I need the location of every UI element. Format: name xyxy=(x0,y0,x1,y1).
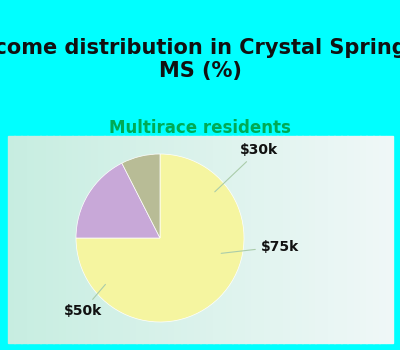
Bar xyxy=(91,136,98,343)
Bar xyxy=(366,136,374,343)
Bar xyxy=(130,136,137,343)
Bar xyxy=(334,136,342,343)
Bar xyxy=(53,136,60,343)
Wedge shape xyxy=(122,154,160,238)
Text: $30k: $30k xyxy=(215,143,278,192)
Bar xyxy=(315,136,322,343)
Bar xyxy=(8,136,15,343)
Bar xyxy=(213,136,220,343)
Bar xyxy=(149,136,156,343)
Bar xyxy=(78,136,86,343)
Bar xyxy=(14,136,22,343)
Text: Multirace residents: Multirace residents xyxy=(109,119,291,137)
Bar xyxy=(226,136,233,343)
Bar xyxy=(200,136,207,343)
Bar xyxy=(206,136,214,343)
Bar xyxy=(142,136,150,343)
Bar xyxy=(360,136,367,343)
Bar xyxy=(302,136,310,343)
Bar xyxy=(123,136,130,343)
Bar xyxy=(270,136,278,343)
Bar xyxy=(72,136,79,343)
Wedge shape xyxy=(76,154,244,322)
Bar xyxy=(46,136,54,343)
Bar xyxy=(98,136,105,343)
Bar xyxy=(258,136,265,343)
Bar xyxy=(194,136,201,343)
Bar xyxy=(379,136,386,343)
Bar xyxy=(66,136,73,343)
Bar xyxy=(40,136,47,343)
Wedge shape xyxy=(76,163,160,238)
Bar xyxy=(21,136,28,343)
Bar xyxy=(264,136,271,343)
Bar xyxy=(322,136,329,343)
Text: $75k: $75k xyxy=(221,240,299,254)
Bar xyxy=(8,7,392,136)
Bar xyxy=(290,136,297,343)
Bar xyxy=(251,136,258,343)
Bar xyxy=(59,136,66,343)
Bar xyxy=(104,136,111,343)
Text: Income distribution in Crystal Springs,
MS (%): Income distribution in Crystal Springs, … xyxy=(0,38,400,81)
Bar xyxy=(27,136,34,343)
Bar xyxy=(373,136,380,343)
Bar xyxy=(341,136,348,343)
Bar xyxy=(85,136,92,343)
Bar xyxy=(162,136,169,343)
Bar xyxy=(328,136,335,343)
Bar xyxy=(219,136,226,343)
Bar xyxy=(347,136,354,343)
Bar xyxy=(187,136,194,343)
Text: $50k: $50k xyxy=(64,285,106,318)
Bar xyxy=(110,136,118,343)
Bar xyxy=(181,136,188,343)
Bar xyxy=(34,136,41,343)
Bar xyxy=(168,136,175,343)
Bar xyxy=(117,136,124,343)
Bar xyxy=(238,136,246,343)
Bar xyxy=(309,136,316,343)
Bar xyxy=(174,136,182,343)
Bar xyxy=(232,136,239,343)
Bar xyxy=(136,136,143,343)
Bar xyxy=(354,136,361,343)
Bar xyxy=(277,136,284,343)
Bar xyxy=(283,136,290,343)
Bar xyxy=(386,136,393,343)
Bar xyxy=(245,136,252,343)
Bar xyxy=(296,136,303,343)
Bar xyxy=(155,136,162,343)
